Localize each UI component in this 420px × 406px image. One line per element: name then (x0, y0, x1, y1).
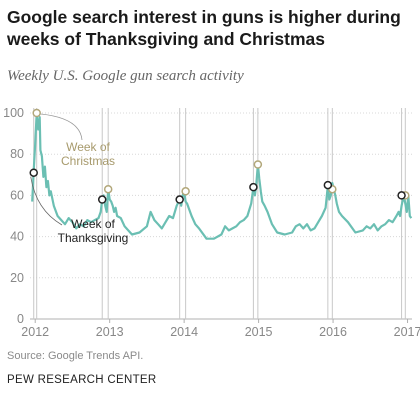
christmas-annotation-line2: Christmas (61, 154, 115, 168)
christmas-marker (32, 108, 41, 118)
thanksgiving-marker (249, 182, 258, 192)
y-tick-label: 0 (17, 312, 24, 326)
holiday-markers (29, 108, 410, 204)
x-tick-label: 2017 (394, 325, 420, 339)
thanksgiving-marker (397, 191, 406, 200)
y-tick-label: 20 (10, 271, 24, 285)
chart-title: Google search interest in guns is higher… (7, 7, 401, 49)
y-tick-label: 100 (3, 106, 24, 120)
x-tick-label: 2012 (21, 325, 49, 339)
grid-lines (30, 112, 412, 320)
christmas-marker (103, 184, 113, 194)
source-note: Source: Google Trends API. (7, 350, 144, 362)
thanksgiving-annotation-line2: Thanksgiving (58, 231, 129, 245)
y-tick-label: 40 (10, 230, 24, 244)
christmas-callout-line (40, 113, 83, 141)
x-axis-ticks: 2012 2013 2014 2015 2016 2017 (21, 319, 420, 339)
series-line (31, 111, 413, 240)
thanksgiving-marker (323, 180, 333, 190)
holiday-week-lines (33, 108, 406, 319)
x-tick-label: 2014 (170, 325, 198, 339)
thanksgiving-marker (29, 168, 38, 177)
christmas-marker (181, 187, 190, 196)
organization-name: PEW RESEARCH CENTER (7, 374, 157, 386)
series-line-group (31, 111, 413, 240)
chart-subtitle: Weekly U.S. Google gun search activity (7, 68, 244, 84)
thanksgiving-marker (175, 195, 184, 204)
christmas-annotation-line1: Week of (66, 140, 110, 154)
x-tick-label: 2013 (96, 325, 124, 339)
x-tick-label: 2015 (245, 325, 273, 339)
thanksgiving-annotation-line1: Week of (71, 217, 115, 231)
x-tick-label: 2016 (319, 325, 347, 339)
christmas-marker (253, 160, 263, 169)
thanksgiving-marker (97, 195, 107, 204)
y-tick-label: 80 (10, 147, 24, 161)
y-tick-label: 60 (10, 188, 24, 202)
thanksgiving-callout-line (30, 176, 63, 226)
y-axis-ticks: 0 20 40 60 80 100 (3, 106, 24, 326)
